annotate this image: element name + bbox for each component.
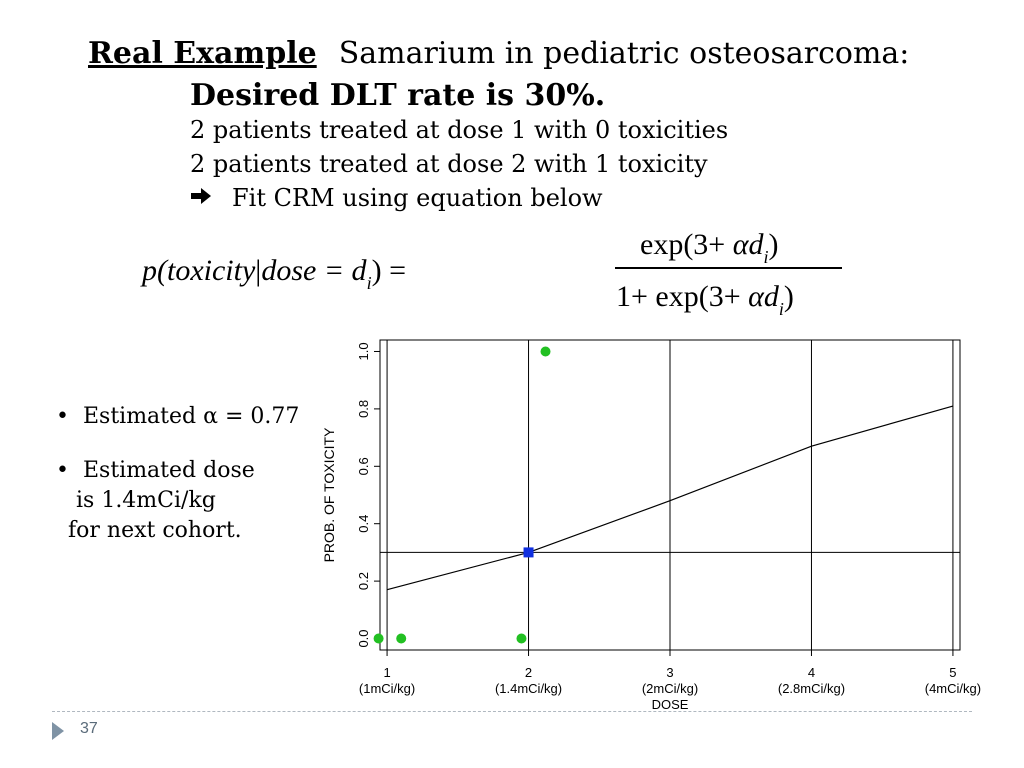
formula-bar: | — [255, 254, 262, 287]
line-dose2: 2 patients treated at dose 2 with 1 toxi… — [190, 150, 708, 178]
den-post: ) — [783, 280, 794, 313]
formula-lhs-sub: i — [366, 273, 372, 293]
observation-point — [540, 346, 551, 357]
x-tick-label: 3 — [666, 665, 673, 680]
formula-lhs: p(toxicity|dose = di) = — [142, 254, 406, 293]
den-alpha: αd — [748, 280, 779, 313]
subheading: Desired DLT rate is 30%. — [190, 78, 606, 113]
crm-formula: p(toxicity|dose = di) = exp(3+ αdi) 1+ e… — [140, 228, 842, 319]
line-fit: Fit CRM using equation below — [190, 184, 603, 212]
den-sub: i — [778, 299, 784, 319]
x-tick-sublabel: (2.8mCi/kg) — [778, 681, 845, 696]
den-pre: 1+ exp(3+ — [616, 280, 749, 313]
num-post: ) — [768, 228, 779, 261]
y-tick-label: 0.0 — [356, 629, 371, 647]
heading-label: Real Example — [88, 36, 317, 71]
observation-point — [373, 633, 384, 644]
fitted-curve — [386, 405, 954, 591]
page-number: 37 — [80, 720, 98, 737]
num-sub: i — [763, 247, 769, 267]
y-tick-label: 1.0 — [356, 342, 371, 360]
x-tick-sublabel: (4mCi/kg) — [925, 681, 981, 696]
bullet-dose: • Estimated dose — [56, 458, 255, 483]
formula-denominator: 1+ exp(3+ αdi) — [616, 280, 794, 319]
y-axis-label: PROB. OF TOXICITY — [321, 427, 337, 563]
bullet-alpha: • Estimated α = 0.77 — [56, 404, 300, 429]
observation-point — [516, 633, 527, 644]
x-tick-sublabel: (1mCi/kg) — [359, 681, 415, 696]
heading-text: Samarium in pediatric osteosarcoma: — [338, 36, 910, 71]
x-tick-sublabel: (1.4mCi/kg) — [495, 681, 562, 696]
bullet-dose-line2: is 1.4mCi/kg — [76, 488, 216, 513]
num-alpha: αd — [732, 228, 764, 261]
dose-toxicity-chart: 0.0 0.2 0.4 0.6 0.8 1.0 PROB. OF TOXICITY 1(1mC… — [321, 339, 981, 712]
fit-text: Fit CRM using equation below — [232, 184, 603, 212]
x-tick-label: 1 — [383, 665, 390, 680]
formula-eq: = d — [316, 254, 367, 287]
formula-toxicity: toxicity — [167, 254, 256, 287]
x-tick-sublabel: (2mCi/kg) — [642, 681, 698, 696]
line-dose1: 2 patients treated at dose 1 with 0 toxi… — [190, 116, 729, 144]
y-tick-label: 0.4 — [356, 515, 371, 533]
x-tick-label: 2 — [525, 665, 532, 680]
bullet-dose-text: Estimated dose — [82, 458, 255, 483]
slide-heading: Real Example Samarium in pediatric osteos… — [88, 36, 909, 71]
bullet-alpha-text: Estimated α = 0.77 — [82, 404, 300, 429]
x-tick-label: 4 — [808, 665, 815, 680]
formula-p: p( — [142, 254, 167, 287]
bullet-dose-line3: for next cohort. — [68, 518, 242, 543]
y-tick-label: 0.6 — [356, 457, 371, 475]
num-pre: exp(3+ — [640, 228, 733, 261]
y-tick-label: 0.2 — [356, 572, 371, 590]
x-tick-label: 5 — [949, 665, 956, 680]
estimate-point — [523, 547, 534, 558]
formula-dose: dose — [261, 254, 317, 287]
y-tick-label: 0.8 — [356, 400, 371, 418]
observation-point — [396, 633, 407, 644]
fraction-bar — [615, 267, 842, 269]
nav-triangle-icon — [52, 722, 64, 740]
x-axis-label: DOSE — [652, 697, 689, 712]
formula-numerator: exp(3+ αdi) — [640, 228, 779, 267]
arrow-right-icon — [190, 184, 232, 212]
bullet-list: • Estimated α = 0.77 • Estimated dose is… — [56, 402, 299, 546]
formula-lhs-close: ) = — [371, 254, 406, 287]
footer-divider — [52, 711, 972, 712]
